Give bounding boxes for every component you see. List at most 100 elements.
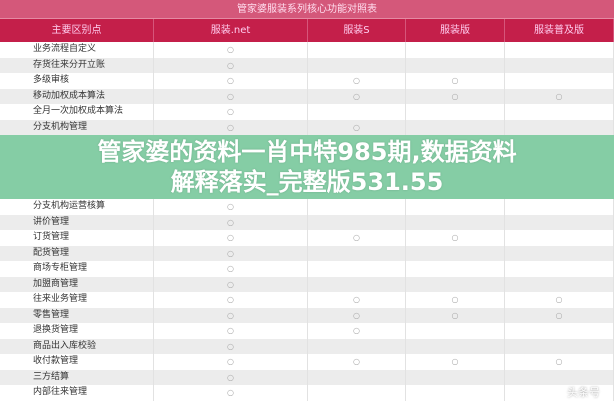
empty-cell <box>505 276 614 292</box>
supported-mark: ○ <box>308 354 406 370</box>
supported-mark: ○ <box>154 57 308 73</box>
supported-mark: ○ <box>154 230 308 246</box>
column-header: 服装普及版 <box>505 19 614 42</box>
column-header: 服装.net <box>154 19 308 42</box>
table-row: 分支机构运营核算 ○ <box>0 199 614 215</box>
table-row: 内部往来管理 ○ <box>0 385 614 401</box>
row-label: 往来业务管理 <box>0 292 154 308</box>
empty-cell <box>406 276 505 292</box>
watermark: 头条号 <box>567 385 600 399</box>
table-row: 退换货管理 ○ ○ <box>0 323 614 339</box>
table-row: 多级审核 ○ ○ ○ <box>0 73 614 89</box>
empty-cell <box>406 104 505 120</box>
row-label: 分支机构运营核算 <box>0 199 154 215</box>
empty-cell <box>505 104 614 120</box>
empty-cell <box>308 245 406 261</box>
table-body-lower: 分支机构运营核算 ○ 讲价管理 ○ 订货管理 ○ ○ ○ 配货管理 ○ 商场专柜管理 ○ 加盟商管理 ○ 往… <box>0 199 614 401</box>
supported-mark: ○ <box>154 104 308 120</box>
row-label: 商品出入库校验 <box>0 338 154 354</box>
headline-banner: 管家婆的资料一肖中特985期,数据资料 解释落实_完整版531.55 <box>0 135 614 199</box>
supported-mark: ○ <box>154 307 308 323</box>
supported-mark: ○ <box>154 338 308 354</box>
supported-mark: ○ <box>154 42 308 58</box>
empty-cell <box>406 214 505 230</box>
empty-cell <box>308 42 406 58</box>
supported-mark: ○ <box>505 354 614 370</box>
empty-cell <box>406 245 505 261</box>
row-label: 全月一次加权成本算法 <box>0 104 154 120</box>
supported-mark: ○ <box>308 307 406 323</box>
empty-cell <box>308 104 406 120</box>
supported-mark: ○ <box>308 119 406 135</box>
row-label: 存货往来分开立账 <box>0 57 154 73</box>
table-header: 主要区别点 服装.net 服装S 服装版 服装普及版 <box>0 19 614 42</box>
table-row: 商品出入库校验 ○ <box>0 338 614 354</box>
supported-mark: ○ <box>154 88 308 104</box>
supported-mark: ○ <box>154 214 308 230</box>
supported-mark: ○ <box>406 73 505 89</box>
empty-cell <box>406 338 505 354</box>
empty-cell <box>406 369 505 385</box>
empty-cell <box>505 119 614 135</box>
empty-cell <box>406 57 505 73</box>
empty-cell <box>406 323 505 339</box>
empty-cell <box>308 199 406 215</box>
supported-mark: ○ <box>308 73 406 89</box>
supported-mark: ○ <box>406 292 505 308</box>
row-label: 收付款管理 <box>0 354 154 370</box>
empty-cell <box>505 323 614 339</box>
empty-cell <box>308 385 406 401</box>
column-header: 主要区别点 <box>0 19 154 42</box>
table-row: 分支机构管理 ○ ○ <box>0 119 614 135</box>
table-row: 配货管理 ○ <box>0 245 614 261</box>
table-row: 移动加权成本算法 ○ ○ ○ ○ <box>0 88 614 104</box>
table-row: 存货往来分开立账 ○ <box>0 57 614 73</box>
supported-mark: ○ <box>154 261 308 277</box>
supported-mark: ○ <box>154 119 308 135</box>
empty-cell <box>505 261 614 277</box>
empty-cell <box>308 214 406 230</box>
row-label: 退换货管理 <box>0 323 154 339</box>
empty-cell <box>406 199 505 215</box>
empty-cell <box>505 57 614 73</box>
table-row: 收付款管理 ○ ○ ○ ○ <box>0 354 614 370</box>
supported-mark: ○ <box>406 307 505 323</box>
empty-cell <box>505 245 614 261</box>
row-label: 商场专柜管理 <box>0 261 154 277</box>
column-header: 服装S <box>308 19 406 42</box>
table-row: 讲价管理 ○ <box>0 214 614 230</box>
supported-mark: ○ <box>154 354 308 370</box>
empty-cell <box>406 119 505 135</box>
supported-mark: ○ <box>308 230 406 246</box>
empty-cell <box>505 338 614 354</box>
empty-cell <box>308 276 406 292</box>
supported-mark: ○ <box>406 230 505 246</box>
empty-cell <box>505 369 614 385</box>
table-row: 零售管理 ○ ○ ○ ○ <box>0 307 614 323</box>
supported-mark: ○ <box>505 307 614 323</box>
row-label: 订货管理 <box>0 230 154 246</box>
empty-cell <box>505 42 614 58</box>
supported-mark: ○ <box>154 323 308 339</box>
empty-cell <box>308 261 406 277</box>
table-body-upper: 业务流程自定义 ○ 存货往来分开立账 ○ 多级审核 ○ ○ ○ 移动加权成本算法 ○ ○ ○ ○ 全月一次… <box>0 42 614 135</box>
empty-cell <box>505 214 614 230</box>
supported-mark: ○ <box>505 88 614 104</box>
supported-mark: ○ <box>154 369 308 385</box>
table-row: 业务流程自定义 ○ <box>0 42 614 58</box>
empty-cell <box>308 338 406 354</box>
row-label: 分支机构管理 <box>0 119 154 135</box>
row-label: 移动加权成本算法 <box>0 88 154 104</box>
table-row: 全月一次加权成本算法 ○ <box>0 104 614 120</box>
row-label: 加盟商管理 <box>0 276 154 292</box>
supported-mark: ○ <box>308 292 406 308</box>
table-title: 管家婆服装系列核心功能对照表 <box>0 0 614 19</box>
empty-cell <box>406 42 505 58</box>
row-label: 配货管理 <box>0 245 154 261</box>
supported-mark: ○ <box>154 73 308 89</box>
supported-mark: ○ <box>154 245 308 261</box>
empty-cell <box>308 57 406 73</box>
table-row: 加盟商管理 ○ <box>0 276 614 292</box>
supported-mark: ○ <box>154 292 308 308</box>
headline-line-2: 解释落实_完整版531.55 <box>170 168 444 196</box>
